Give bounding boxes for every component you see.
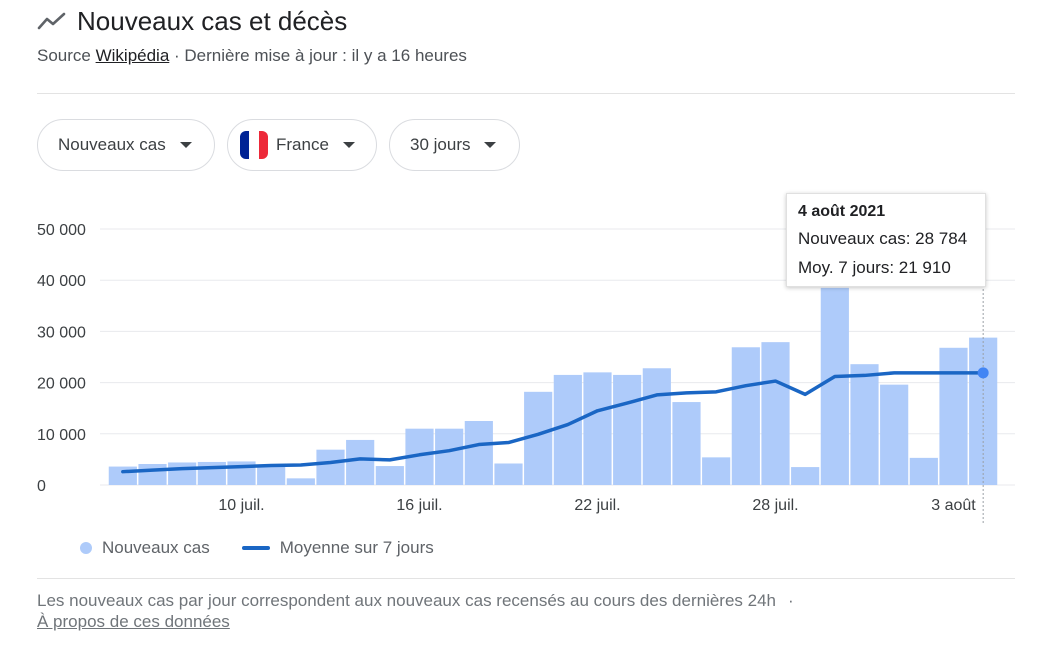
bar-new-cases — [731, 347, 760, 485]
legend-average-swatch — [241, 546, 270, 550]
chart-title: Nouveaux cas et décès — [77, 6, 348, 36]
bar-new-cases — [138, 464, 167, 485]
trending-up-icon — [37, 12, 66, 30]
bar-new-cases — [702, 457, 731, 485]
bar-new-cases — [880, 384, 909, 485]
metric-dropdown-label: Nouveaux cas — [58, 135, 166, 154]
cases-chart[interactable]: 0 10 000 20 000 30 000 40 000 50 000 10 juil. 1… — [0, 180, 1039, 525]
chart-tooltip: 4 août 2021 Nouveaux cas: 28 784 Moy. 7 … — [786, 193, 986, 287]
bar-new-cases — [613, 374, 642, 485]
about-data-link[interactable]: À propos de ces données — [37, 612, 230, 631]
last-updated: · Dernière mise à jour : il y a 16 heure… — [169, 46, 467, 65]
chart-legend: Nouveaux cas Moyenne sur 7 jours — [80, 538, 434, 558]
france-flag-icon — [240, 131, 268, 159]
x-tick-label: 16 juil. — [396, 497, 442, 514]
bar-new-cases — [286, 478, 315, 485]
filter-bar: Nouveaux cas France 30 jours — [37, 119, 520, 171]
bar-new-cases — [909, 457, 938, 485]
bar-new-cases — [642, 368, 671, 485]
footnote-text: Les nouveaux cas par jour correspondent … — [37, 591, 777, 610]
source-prefix: Source — [37, 46, 96, 65]
bar-new-cases — [346, 439, 375, 485]
source-link[interactable]: Wikipédia — [95, 46, 170, 65]
country-dropdown[interactable]: France — [227, 119, 377, 171]
legend-average-label: Moyenne sur 7 jours — [279, 538, 434, 557]
chevron-down-icon — [484, 142, 497, 148]
bottom-divider — [37, 578, 1015, 579]
bar-new-cases — [375, 466, 404, 485]
bar-new-cases — [464, 421, 493, 485]
bar-new-cases — [197, 461, 226, 485]
bar-new-cases — [939, 347, 968, 485]
period-dropdown-label: 30 jours — [410, 135, 471, 154]
bar-new-cases — [316, 449, 345, 485]
tooltip-average: Moy. 7 jours: 21 910 — [798, 258, 951, 277]
metric-dropdown[interactable]: Nouveaux cas — [37, 119, 215, 171]
x-tick-label: 10 juil. — [218, 497, 264, 514]
top-divider — [37, 93, 1015, 94]
y-tick-label: 0 — [37, 478, 46, 495]
y-tick-label: 50 000 — [37, 222, 86, 239]
bar-new-cases — [583, 372, 612, 485]
tooltip-cases: Nouveaux cas: 28 784 — [798, 229, 968, 248]
bar-new-cases — [168, 462, 197, 485]
bar-new-cases — [850, 364, 879, 485]
bar-new-cases — [672, 402, 701, 485]
country-dropdown-label: France — [276, 135, 329, 154]
selected-point — [977, 367, 989, 379]
bar-new-cases — [791, 467, 820, 485]
bar-new-cases — [553, 374, 582, 485]
bar-new-cases — [435, 428, 464, 485]
tooltip-date: 4 août 2021 — [798, 203, 886, 220]
footnote: Les nouveaux cas par jour correspondent … — [37, 591, 794, 611]
bar-new-cases — [108, 466, 137, 485]
y-tick-label: 20 000 — [37, 376, 86, 393]
bar-new-cases — [494, 463, 523, 485]
x-tick-label: 28 juil. — [752, 497, 798, 514]
chevron-down-icon — [342, 142, 355, 148]
legend-cases-swatch — [80, 542, 92, 554]
bar-new-cases — [761, 342, 790, 485]
x-tick-label: 3 août — [931, 497, 976, 514]
source-line: Source Wikipédia · Dernière mise à jour … — [37, 46, 467, 66]
chevron-down-icon — [179, 142, 192, 148]
period-dropdown[interactable]: 30 jours — [389, 119, 520, 171]
y-tick-label: 30 000 — [37, 324, 86, 341]
legend-cases-label: Nouveaux cas — [102, 538, 210, 557]
bar-new-cases — [820, 287, 849, 485]
card-header: Nouveaux cas et décès — [37, 4, 347, 38]
series-line-7-day-average — [121, 371, 985, 474]
bar-new-cases — [257, 466, 286, 485]
y-tick-label: 10 000 — [37, 427, 86, 444]
y-tick-label: 40 000 — [37, 273, 86, 290]
x-tick-label: 22 juil. — [574, 497, 620, 514]
footnote-separator: · — [788, 591, 794, 610]
